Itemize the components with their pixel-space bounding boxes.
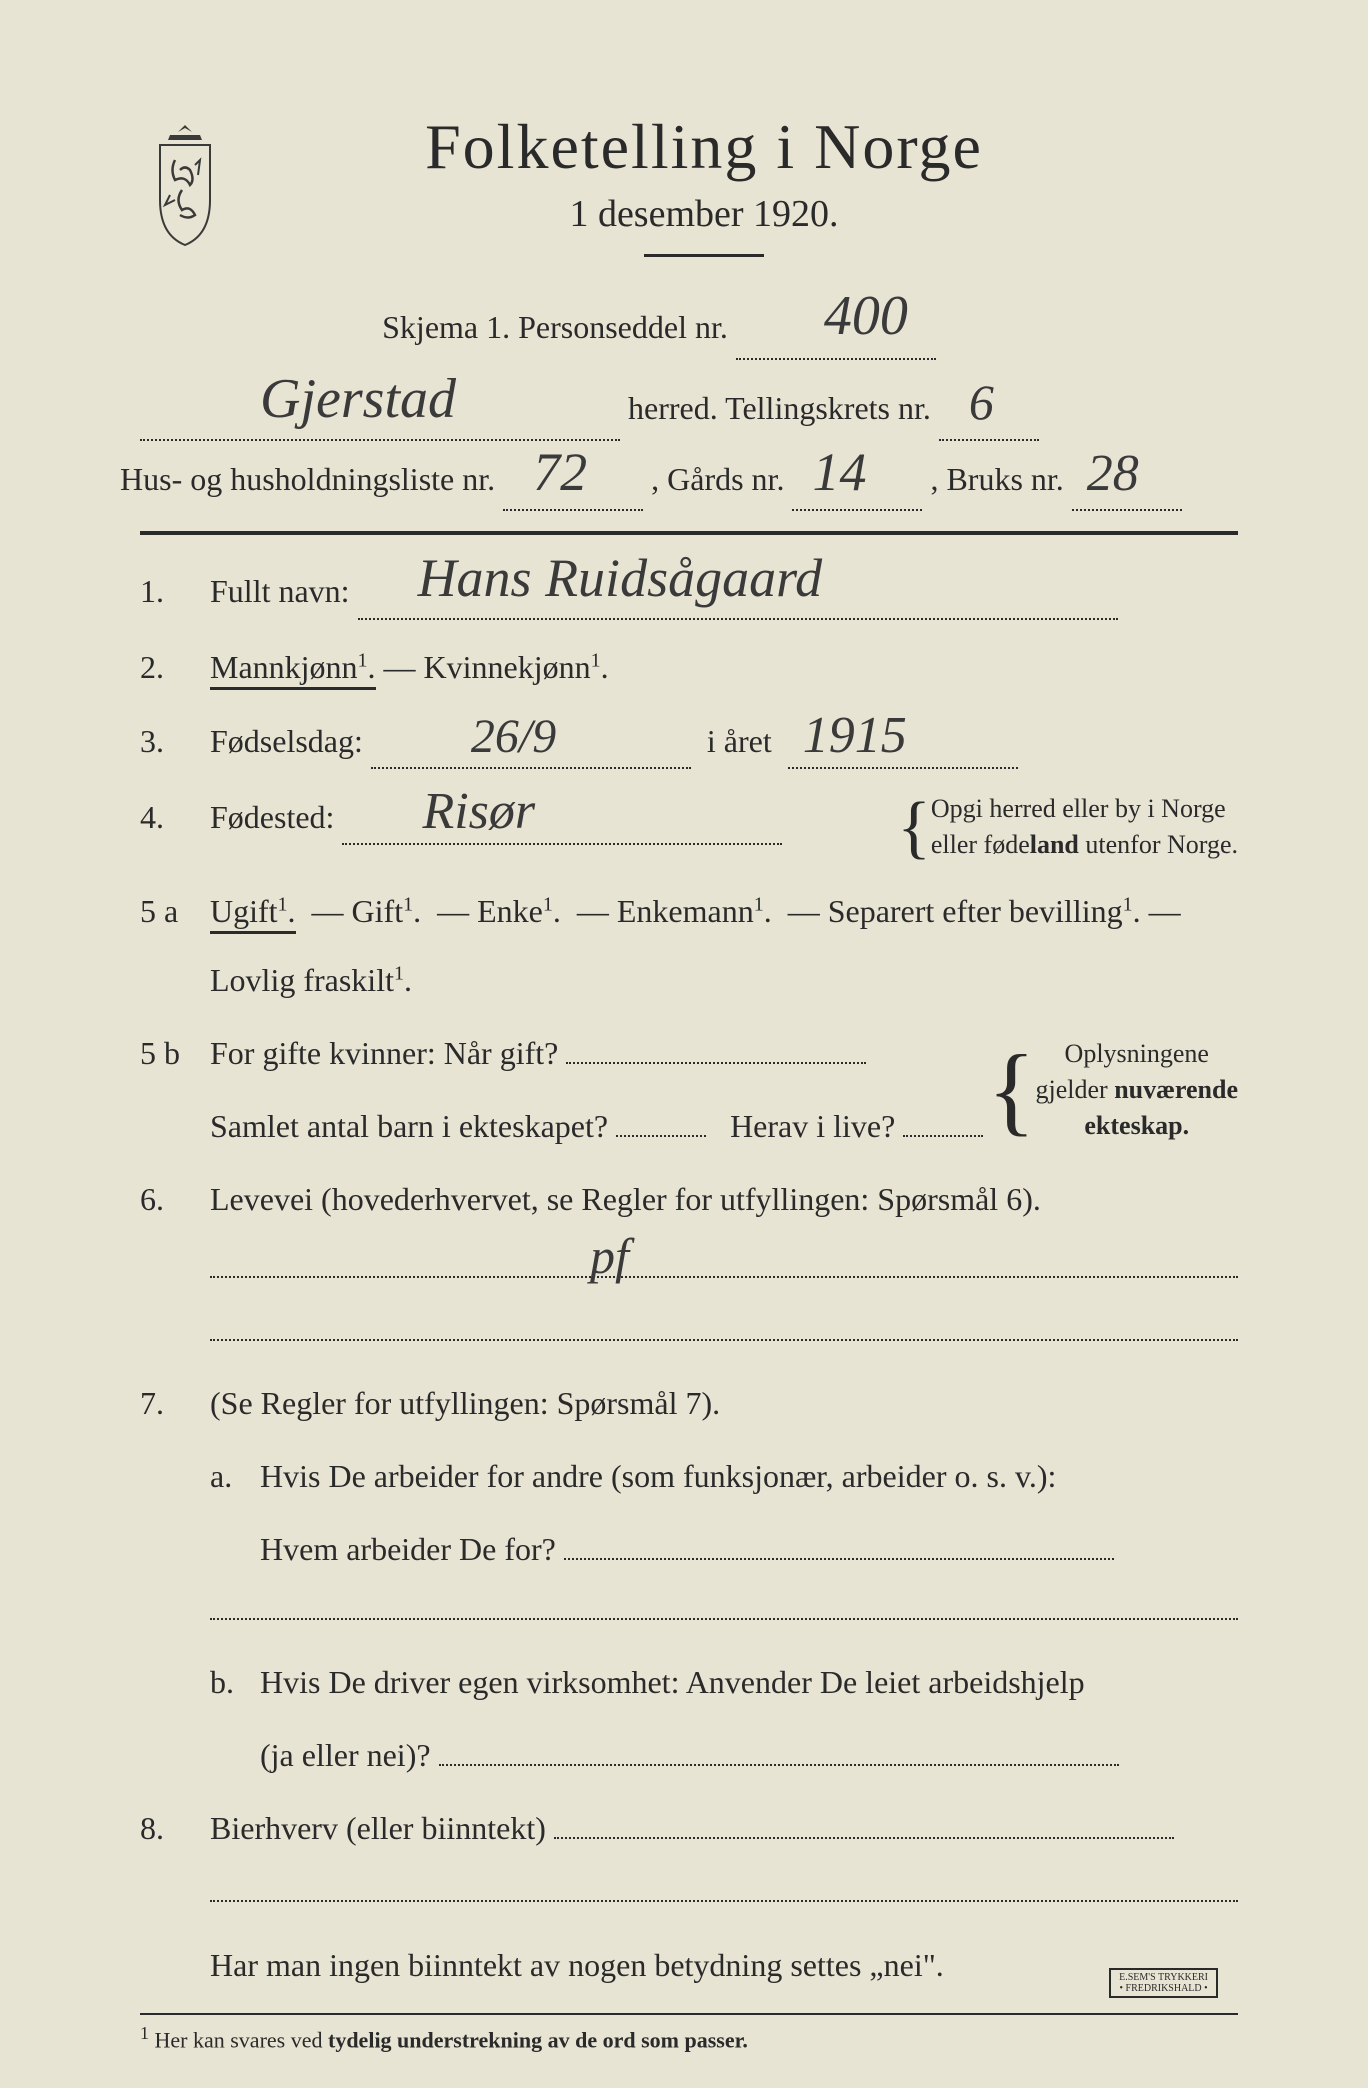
brace-icon: {: [897, 796, 931, 859]
subtitle: 1 desember 1920.: [260, 192, 1148, 236]
q6-label: Levevei (hovederhvervet, se Regler for u…: [210, 1181, 1041, 1217]
q4-row: 4. Fødested: Risør { Opgi herred eller b…: [140, 791, 1238, 864]
q7b-line2: (ja eller nei)?: [260, 1737, 431, 1773]
q5b-line2b: Herav i live?: [730, 1108, 895, 1144]
schema-line: Skjema 1. Personseddel nr. 400: [140, 297, 1238, 360]
q2-opt2: Kvinnekjønn1.: [424, 649, 609, 685]
q5a-opt2: Gift: [352, 893, 404, 929]
q4-value: Risør: [422, 791, 535, 833]
herred-value: Gjerstad: [260, 377, 456, 422]
footer-note: Har man ingen biinntekt av nogen betydni…: [210, 1940, 1238, 1991]
herred-label: herred. Tellingskrets nr.: [628, 390, 931, 426]
q8-num: 8.: [140, 1803, 210, 1854]
q6-num: 6.: [140, 1174, 210, 1225]
gards-value: 14: [812, 451, 866, 494]
census-form-page: Folketelling i Norge 1 desember 1920. Sk…: [20, 20, 1348, 2068]
bruks-value: 28: [1087, 453, 1139, 495]
q4-label: Fødested:: [210, 799, 334, 835]
q8-label: Bierhverv (eller biinntekt): [210, 1810, 546, 1846]
q7b-line1: Hvis De driver egen virksomhet: Anvender…: [260, 1657, 1238, 1708]
footer-note-row: Har man ingen biinntekt av nogen betydni…: [140, 1940, 1238, 1991]
q5a-opt5: Separert efter bevilling: [828, 893, 1123, 929]
schema-label: Skjema 1. Personseddel nr.: [382, 309, 728, 345]
q7-num: 7.: [140, 1378, 210, 1429]
q2-opt1: Mannkjønn1.: [210, 649, 376, 690]
title-rule: [644, 254, 764, 257]
q7-row: 7. (Se Regler for utfyllingen: Spørsmål …: [140, 1378, 1238, 1781]
q5b-line1: For gifte kvinner: Når gift?: [210, 1035, 558, 1071]
q3-year: 1915: [803, 715, 907, 757]
coat-of-arms-icon: [140, 120, 230, 250]
husliste-line: Hus- og husholdningsliste nr. 72 , Gårds…: [120, 449, 1238, 512]
personseddel-value: 400: [824, 294, 908, 339]
footnote: 1 Her kan svares ved tydelig understrekn…: [140, 2013, 1238, 2053]
q2-num: 2.: [140, 642, 210, 693]
q5b-note: Oplysningene gjelder nuværende ekteskap.: [1036, 1036, 1238, 1145]
krets-value: 6: [969, 382, 994, 422]
q5a-num: 5 a: [140, 886, 210, 937]
footnote-num: 1: [140, 2023, 149, 2043]
form-header: Folketelling i Norge 1 desember 1920.: [140, 110, 1238, 287]
main-title: Folketelling i Norge: [260, 110, 1148, 184]
q4-num: 4.: [140, 792, 210, 843]
husliste-label: Hus- og husholdningsliste nr.: [120, 461, 495, 497]
q5a-opt4: Enkemann: [617, 893, 754, 929]
q7a-line2: Hvem arbeider De for?: [260, 1531, 556, 1567]
q1-row: 1. Fullt navn: Hans Ruidsågaard: [140, 563, 1238, 619]
footnote-bold: tydelig understrekning av de ord som pas…: [328, 2027, 748, 2052]
q8-row: 8. Bierhverv (eller biinntekt): [140, 1803, 1238, 1917]
q1-label: Fullt navn:: [210, 573, 350, 609]
liste-value: 72: [533, 451, 587, 494]
gards-label: , Gårds nr.: [651, 461, 784, 497]
q5a-opt6: Lovlig fraskilt: [210, 962, 394, 998]
q5a-row: 5 a Ugift1. — Gift1. — Enke1. — Enkemann…: [140, 886, 1238, 1006]
q2-row: 2. Mannkjønn1. — Kvinnekjønn1.: [140, 642, 1238, 693]
herred-line: Gjerstad herred. Tellingskrets nr. 6: [140, 378, 1238, 441]
q5a-opt3: Enke: [477, 893, 543, 929]
title-block: Folketelling i Norge 1 desember 1920.: [260, 110, 1238, 287]
q3-day: 26/9: [471, 718, 556, 756]
q3-year-label: i året: [707, 723, 772, 759]
q7a-num: a.: [210, 1451, 260, 1575]
q5b-line2a: Samlet antal barn i ekteskapet?: [210, 1108, 608, 1144]
q5b-row: 5 b For gifte kvinner: Når gift? Samlet …: [140, 1028, 1238, 1152]
footnote-text: Her kan svares ved: [155, 2027, 329, 2052]
q5b-num: 5 b: [140, 1028, 210, 1079]
q6-row: 6. Levevei (hovederhvervet, se Regler fo…: [140, 1174, 1238, 1356]
q2-sep: —: [384, 649, 424, 685]
q7a-line1: Hvis De arbeider for andre (som funksjon…: [260, 1451, 1238, 1502]
q1-value: Hans Ruidsågaard: [418, 557, 823, 600]
q3-row: 3. Fødselsdag: 26/9 i året 1915: [140, 715, 1238, 769]
bruks-label: , Bruks nr.: [930, 461, 1063, 497]
printer-mark: E.SEM'S TRYKKERI • FREDRIKSHALD •: [1109, 1968, 1218, 1998]
q7b-num: b.: [210, 1657, 260, 1781]
header-divider: [140, 531, 1238, 535]
q6-value: pf: [590, 1236, 629, 1276]
q3-label: Fødselsdag:: [210, 723, 363, 759]
q5a-opt1: Ugift1.: [210, 893, 296, 934]
q4-note: Opgi herred eller by i Norge eller fødel…: [931, 791, 1238, 864]
q7-label: (Se Regler for utfyllingen: Spørsmål 7).: [210, 1378, 1238, 1429]
q1-num: 1.: [140, 566, 210, 617]
q3-num: 3.: [140, 716, 210, 767]
brace-icon: {: [988, 1045, 1036, 1135]
